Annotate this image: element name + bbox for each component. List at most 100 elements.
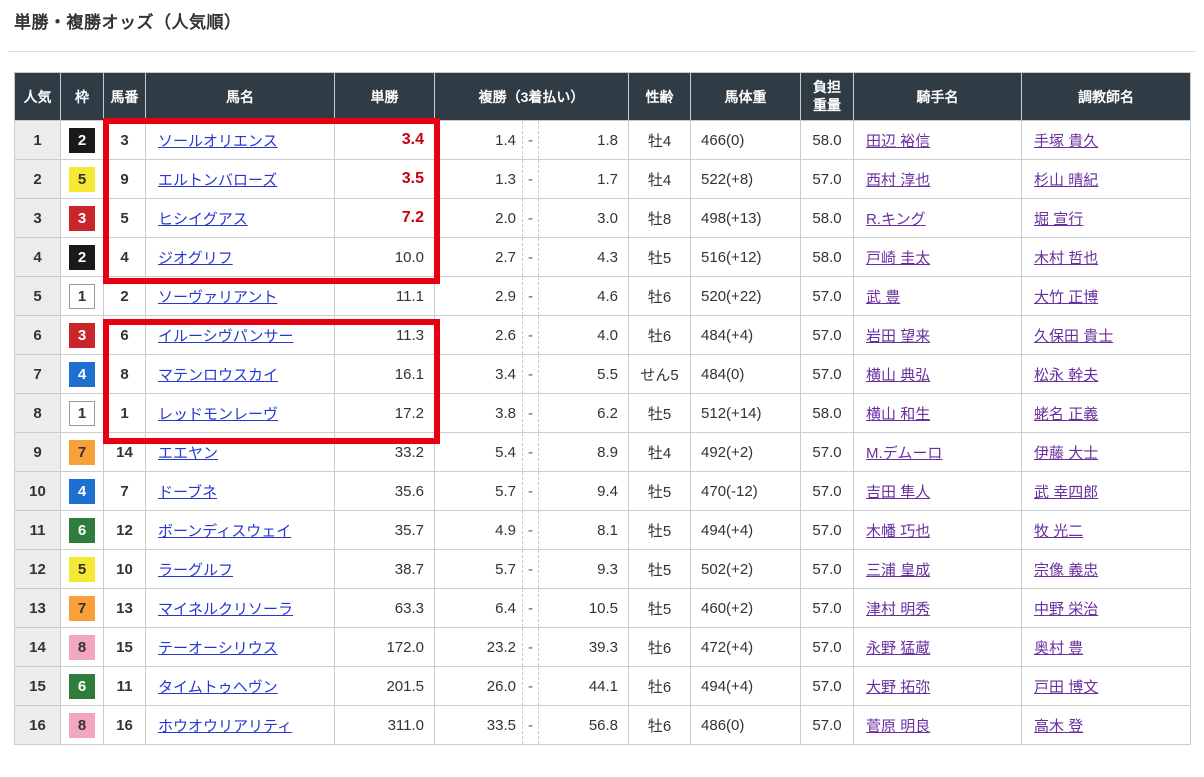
jockey-link[interactable]: 三浦 皇成	[866, 561, 931, 579]
horse-name-link[interactable]: ヒシイグアス	[158, 210, 248, 228]
sex-age-cell: 牡6	[628, 666, 692, 706]
rank-cell: 13	[14, 588, 61, 628]
horse-name-link[interactable]: ソーヴァリアント	[158, 288, 278, 306]
trainer-link[interactable]: 高木 登	[1034, 717, 1084, 735]
place-odds-separator: -	[522, 549, 539, 589]
sex-age-cell: 牡4	[628, 159, 692, 199]
table-row: 1 2 3 ソールオリエンス 3.4 1.4 - 1.8 牡4 466(0) 5…	[14, 120, 1192, 160]
jockey-link[interactable]: 田辺 裕信	[866, 132, 931, 150]
jockey-link[interactable]: 西村 淳也	[866, 171, 931, 189]
jockey-link[interactable]: 横山 典弘	[866, 366, 931, 384]
frame-cell: 7	[60, 432, 104, 472]
jockey-link[interactable]: 菅原 明良	[866, 717, 931, 735]
jockey-cell: 永野 猛蔵	[853, 627, 1023, 667]
horse-number-cell: 12	[103, 510, 146, 550]
col-header-frame: 枠	[60, 72, 104, 121]
jockey-cell: 岩田 望来	[853, 315, 1023, 355]
trainer-link[interactable]: 伊藤 大士	[1034, 444, 1099, 462]
jockey-link[interactable]: 岩田 望来	[866, 327, 931, 345]
trainer-link[interactable]: 堀 宣行	[1034, 210, 1084, 228]
horse-name-cell: ヒシイグアス	[145, 198, 335, 238]
sex-age-cell: 牡5	[628, 510, 692, 550]
horse-name-cell: ボーンディスウェイ	[145, 510, 335, 550]
horse-number-cell: 9	[103, 159, 146, 199]
win-odds-cell: 35.7	[334, 510, 435, 550]
jockey-link[interactable]: 横山 和生	[866, 405, 931, 423]
jockey-link[interactable]: 津村 明秀	[866, 600, 931, 618]
trainer-link[interactable]: 松永 幹夫	[1034, 366, 1099, 384]
jockey-link[interactable]: 永野 猛蔵	[866, 639, 931, 657]
horse-name-link[interactable]: マイネルクリソーラ	[158, 600, 294, 618]
trainer-link[interactable]: 宗像 義忠	[1034, 561, 1099, 579]
horse-name-link[interactable]: テーオーシリウス	[158, 639, 278, 657]
frame-cell: 3	[60, 198, 104, 238]
frame-badge: 5	[69, 166, 95, 192]
table-row: 8 1 1 レッドモンレーヴ 17.2 3.8 - 6.2 牡5 512(+14…	[14, 393, 1192, 433]
horse-name-link[interactable]: ジオグリフ	[158, 249, 233, 267]
horse-name-link[interactable]: ソールオリエンス	[158, 132, 278, 150]
trainer-link[interactable]: 大竹 正博	[1034, 288, 1099, 306]
sex-age-cell: 牡6	[628, 705, 692, 745]
sex-age-cell: 牡5	[628, 471, 692, 511]
trainer-cell: 蛯名 正義	[1021, 393, 1192, 433]
jockey-cell: 菅原 明良	[853, 705, 1023, 745]
jockey-link[interactable]: R.キング	[866, 210, 926, 228]
horse-name-link[interactable]: ボーンディスウェイ	[158, 522, 292, 540]
horse-number-cell: 6	[103, 315, 146, 355]
trainer-link[interactable]: 牧 光二	[1034, 522, 1084, 540]
jockey-cell: 三浦 皇成	[853, 549, 1023, 589]
horse-number-cell: 7	[103, 471, 146, 511]
horse-weight-cell: 472(+4)	[690, 627, 802, 667]
frame-badge: 3	[69, 205, 95, 231]
trainer-cell: 木村 哲也	[1021, 237, 1192, 277]
carried-weight-cell: 57.0	[800, 159, 855, 199]
trainer-cell: 高木 登	[1021, 705, 1192, 745]
place-odds-high-cell: 39.3	[537, 627, 630, 667]
jockey-link[interactable]: 木幡 巧也	[866, 522, 931, 540]
horse-name-cell: レッドモンレーヴ	[145, 393, 335, 433]
trainer-link[interactable]: 木村 哲也	[1034, 249, 1099, 267]
jockey-link[interactable]: 大野 拓弥	[866, 678, 931, 696]
horse-name-link[interactable]: マテンロウスカイ	[158, 366, 279, 384]
trainer-link[interactable]: 武 幸四郎	[1034, 483, 1099, 501]
frame-badge: 8	[69, 712, 95, 738]
place-odds-separator: -	[522, 510, 539, 550]
frame-badge: 7	[69, 595, 95, 621]
table-row: 12 5 10 ラーグルフ 38.7 5.7 - 9.3 牡5 502(+2) …	[14, 549, 1192, 589]
horse-name-link[interactable]: イルーシヴパンサー	[158, 327, 294, 345]
trainer-link[interactable]: 奥村 豊	[1034, 639, 1084, 657]
carried-weight-cell: 58.0	[800, 198, 855, 238]
trainer-link[interactable]: 久保田 貴士	[1034, 327, 1114, 345]
jockey-link[interactable]: 戸崎 圭太	[866, 249, 931, 267]
jockey-cell: 吉田 隼人	[853, 471, 1023, 511]
trainer-link[interactable]: 手塚 貴久	[1034, 132, 1099, 150]
trainer-link[interactable]: 蛯名 正義	[1034, 405, 1099, 423]
horse-name-link[interactable]: レッドモンレーヴ	[158, 405, 279, 423]
horse-weight-cell: 522(+8)	[690, 159, 802, 199]
trainer-cell: 牧 光二	[1021, 510, 1192, 550]
trainer-link[interactable]: 戸田 博文	[1034, 678, 1099, 696]
carried-weight-cell: 57.0	[800, 549, 855, 589]
jockey-link[interactable]: 武 豊	[866, 288, 901, 306]
horse-name-link[interactable]: ドーブネ	[158, 483, 218, 501]
horse-name-cell: エエヤン	[145, 432, 335, 472]
horse-name-link[interactable]: エルトンバローズ	[158, 171, 278, 189]
jockey-link[interactable]: M.デムーロ	[866, 444, 943, 462]
trainer-cell: 大竹 正博	[1021, 276, 1192, 316]
place-odds-low-cell: 26.0	[434, 666, 523, 706]
trainer-link[interactable]: 杉山 晴紀	[1034, 171, 1099, 189]
place-odds-low-cell: 4.9	[434, 510, 523, 550]
place-odds-low-cell: 5.4	[434, 432, 523, 472]
col-header-weight: 馬体重	[690, 72, 802, 121]
jockey-link[interactable]: 吉田 隼人	[866, 483, 931, 501]
frame-cell: 8	[60, 705, 104, 745]
horse-name-link[interactable]: エエヤン	[158, 444, 219, 462]
horse-number-cell: 1	[103, 393, 146, 433]
horse-name-link[interactable]: ラーグルフ	[158, 561, 234, 579]
horse-number-cell: 8	[103, 354, 146, 394]
trainer-link[interactable]: 中野 栄治	[1034, 600, 1099, 618]
horse-number-cell: 2	[103, 276, 146, 316]
horse-name-link[interactable]: ホウオウリアリティ	[158, 717, 293, 735]
horse-name-link[interactable]: タイムトゥヘヴン	[158, 678, 278, 696]
horse-name-cell: マテンロウスカイ	[145, 354, 335, 394]
